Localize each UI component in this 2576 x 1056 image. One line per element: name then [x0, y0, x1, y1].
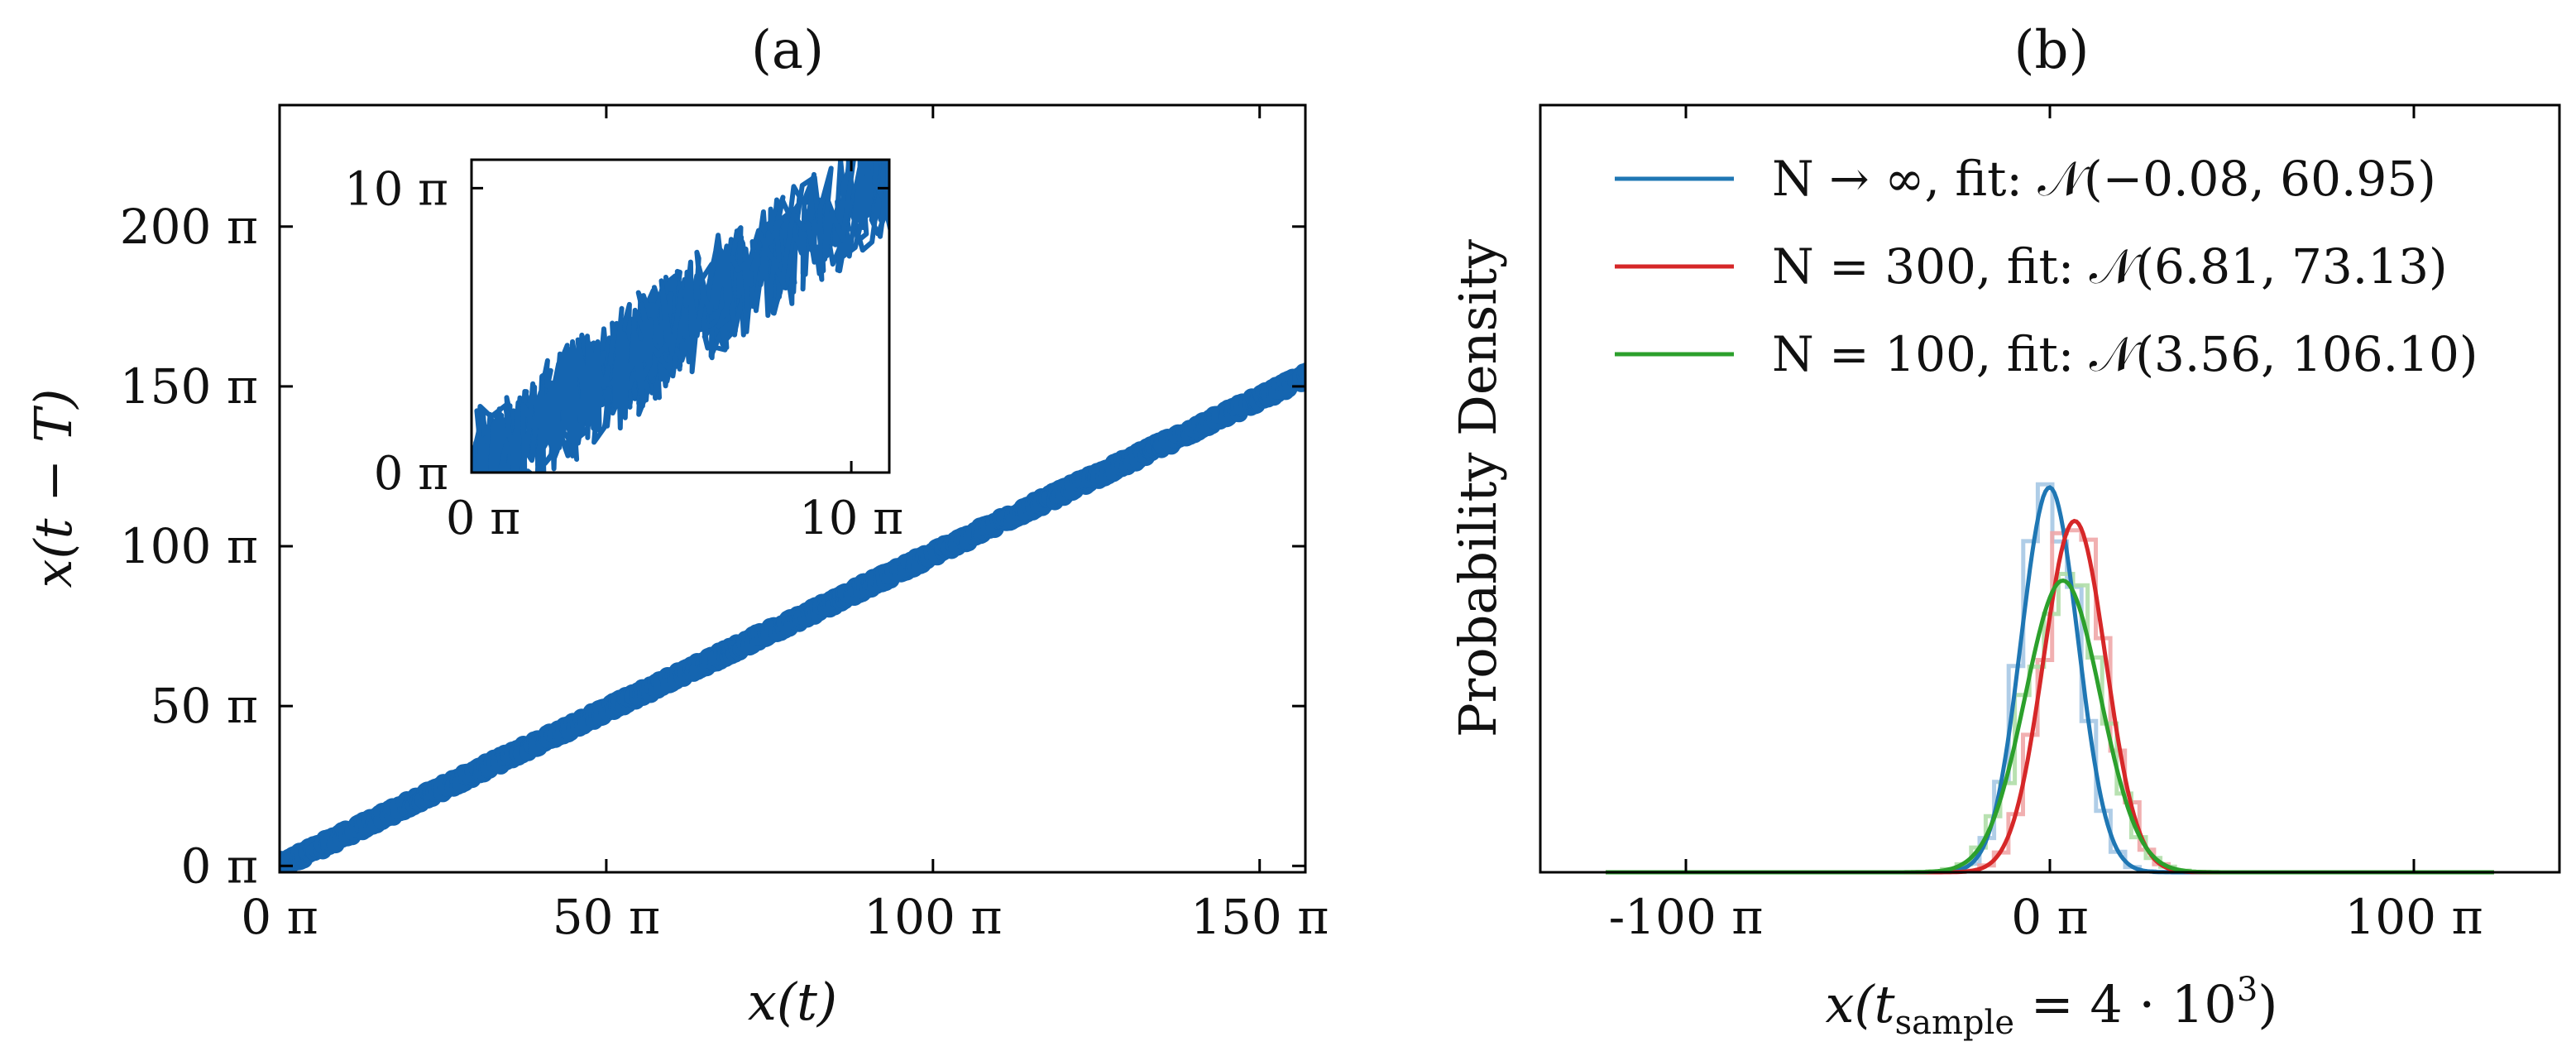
histogram-2: [1910, 572, 2219, 875]
panel-a-axes-frame: [278, 103, 1307, 874]
panel-a-title: (a): [751, 20, 824, 81]
panel-a: (a) 0 π 50 π 100 π 150 π 0 π 50 π 100 π 150 π 2…: [23, 20, 1329, 1032]
y-tick-label: 0 π: [181, 838, 258, 894]
x-tick-label: 150 π: [1190, 889, 1329, 945]
x-tick-label: 0 π: [2011, 889, 2088, 945]
inset-line: [520, 160, 889, 473]
legend-label-1: N = 300, fit: 𝒩(6.81, 73.13): [1772, 238, 2448, 295]
data-point: [1297, 362, 1305, 381]
y-tick-label: 50 π: [151, 678, 258, 734]
panel-b-x-axis-label: x(tsample = 4 · 103): [1826, 971, 2278, 1042]
panel-b-legend: N → ∞, fit: 𝒩(−0.08, 60.95) N = 300, fit:…: [1615, 151, 2478, 382]
x-tick-label: 0 π: [241, 889, 318, 945]
y-tick-label: 150 π: [120, 358, 258, 415]
x-tick-label: 50 π: [553, 889, 660, 945]
panel-a-ticks: [278, 105, 1305, 872]
panel-b-title: (b): [2014, 20, 2090, 81]
panel-b-ticks: [1684, 105, 2416, 872]
panel-a-y-tick-labels: 0 π 50 π 100 π 150 π 200 π: [120, 199, 258, 895]
inset-y-tick-label: 10 π: [344, 162, 448, 216]
fit-curve-0: [1606, 485, 2494, 875]
inset-tick-labels: 0 π 10 π 0 π 10 π: [344, 162, 903, 545]
x-tick-label: 100 π: [864, 889, 1002, 945]
panel-a-x-tick-labels: 0 π 50 π 100 π 150 π: [241, 889, 1329, 945]
inset-ticks: [470, 160, 889, 474]
panel-a-data-points: [280, 362, 1305, 872]
panel-a-y-axis-label: x(t − T): [23, 389, 84, 588]
inset-x-tick-label: 0 π: [446, 492, 520, 545]
y-tick-label: 100 π: [120, 518, 258, 574]
x-tick-label: -100 π: [1609, 889, 1764, 945]
fit-curve-1: [1606, 518, 2494, 875]
panel-a-x-axis-label: x(t): [748, 972, 837, 1032]
inset-x-tick-label: 10 π: [799, 492, 903, 545]
inset-frame: [470, 158, 891, 474]
inset-y-tick-label: 0 π: [374, 447, 448, 501]
panel-b-x-tick-labels: -100 π 0 π 100 π: [1609, 889, 2483, 945]
x-tick-label: 100 π: [2344, 889, 2483, 945]
inset-trajectory-lines: [472, 160, 889, 473]
y-tick-label: 200 π: [120, 199, 258, 255]
legend-label-0: N → ∞, fit: 𝒩(−0.08, 60.95): [1772, 151, 2436, 207]
panel-b-y-axis-label: Probability Density: [1448, 239, 1508, 737]
panel-b-fit-curves: [1606, 485, 2494, 875]
legend-label-2: N = 100, fit: 𝒩(3.56, 106.10): [1772, 326, 2478, 382]
panel-a-inset: 0 π 10 π 0 π 10 π: [344, 158, 903, 545]
